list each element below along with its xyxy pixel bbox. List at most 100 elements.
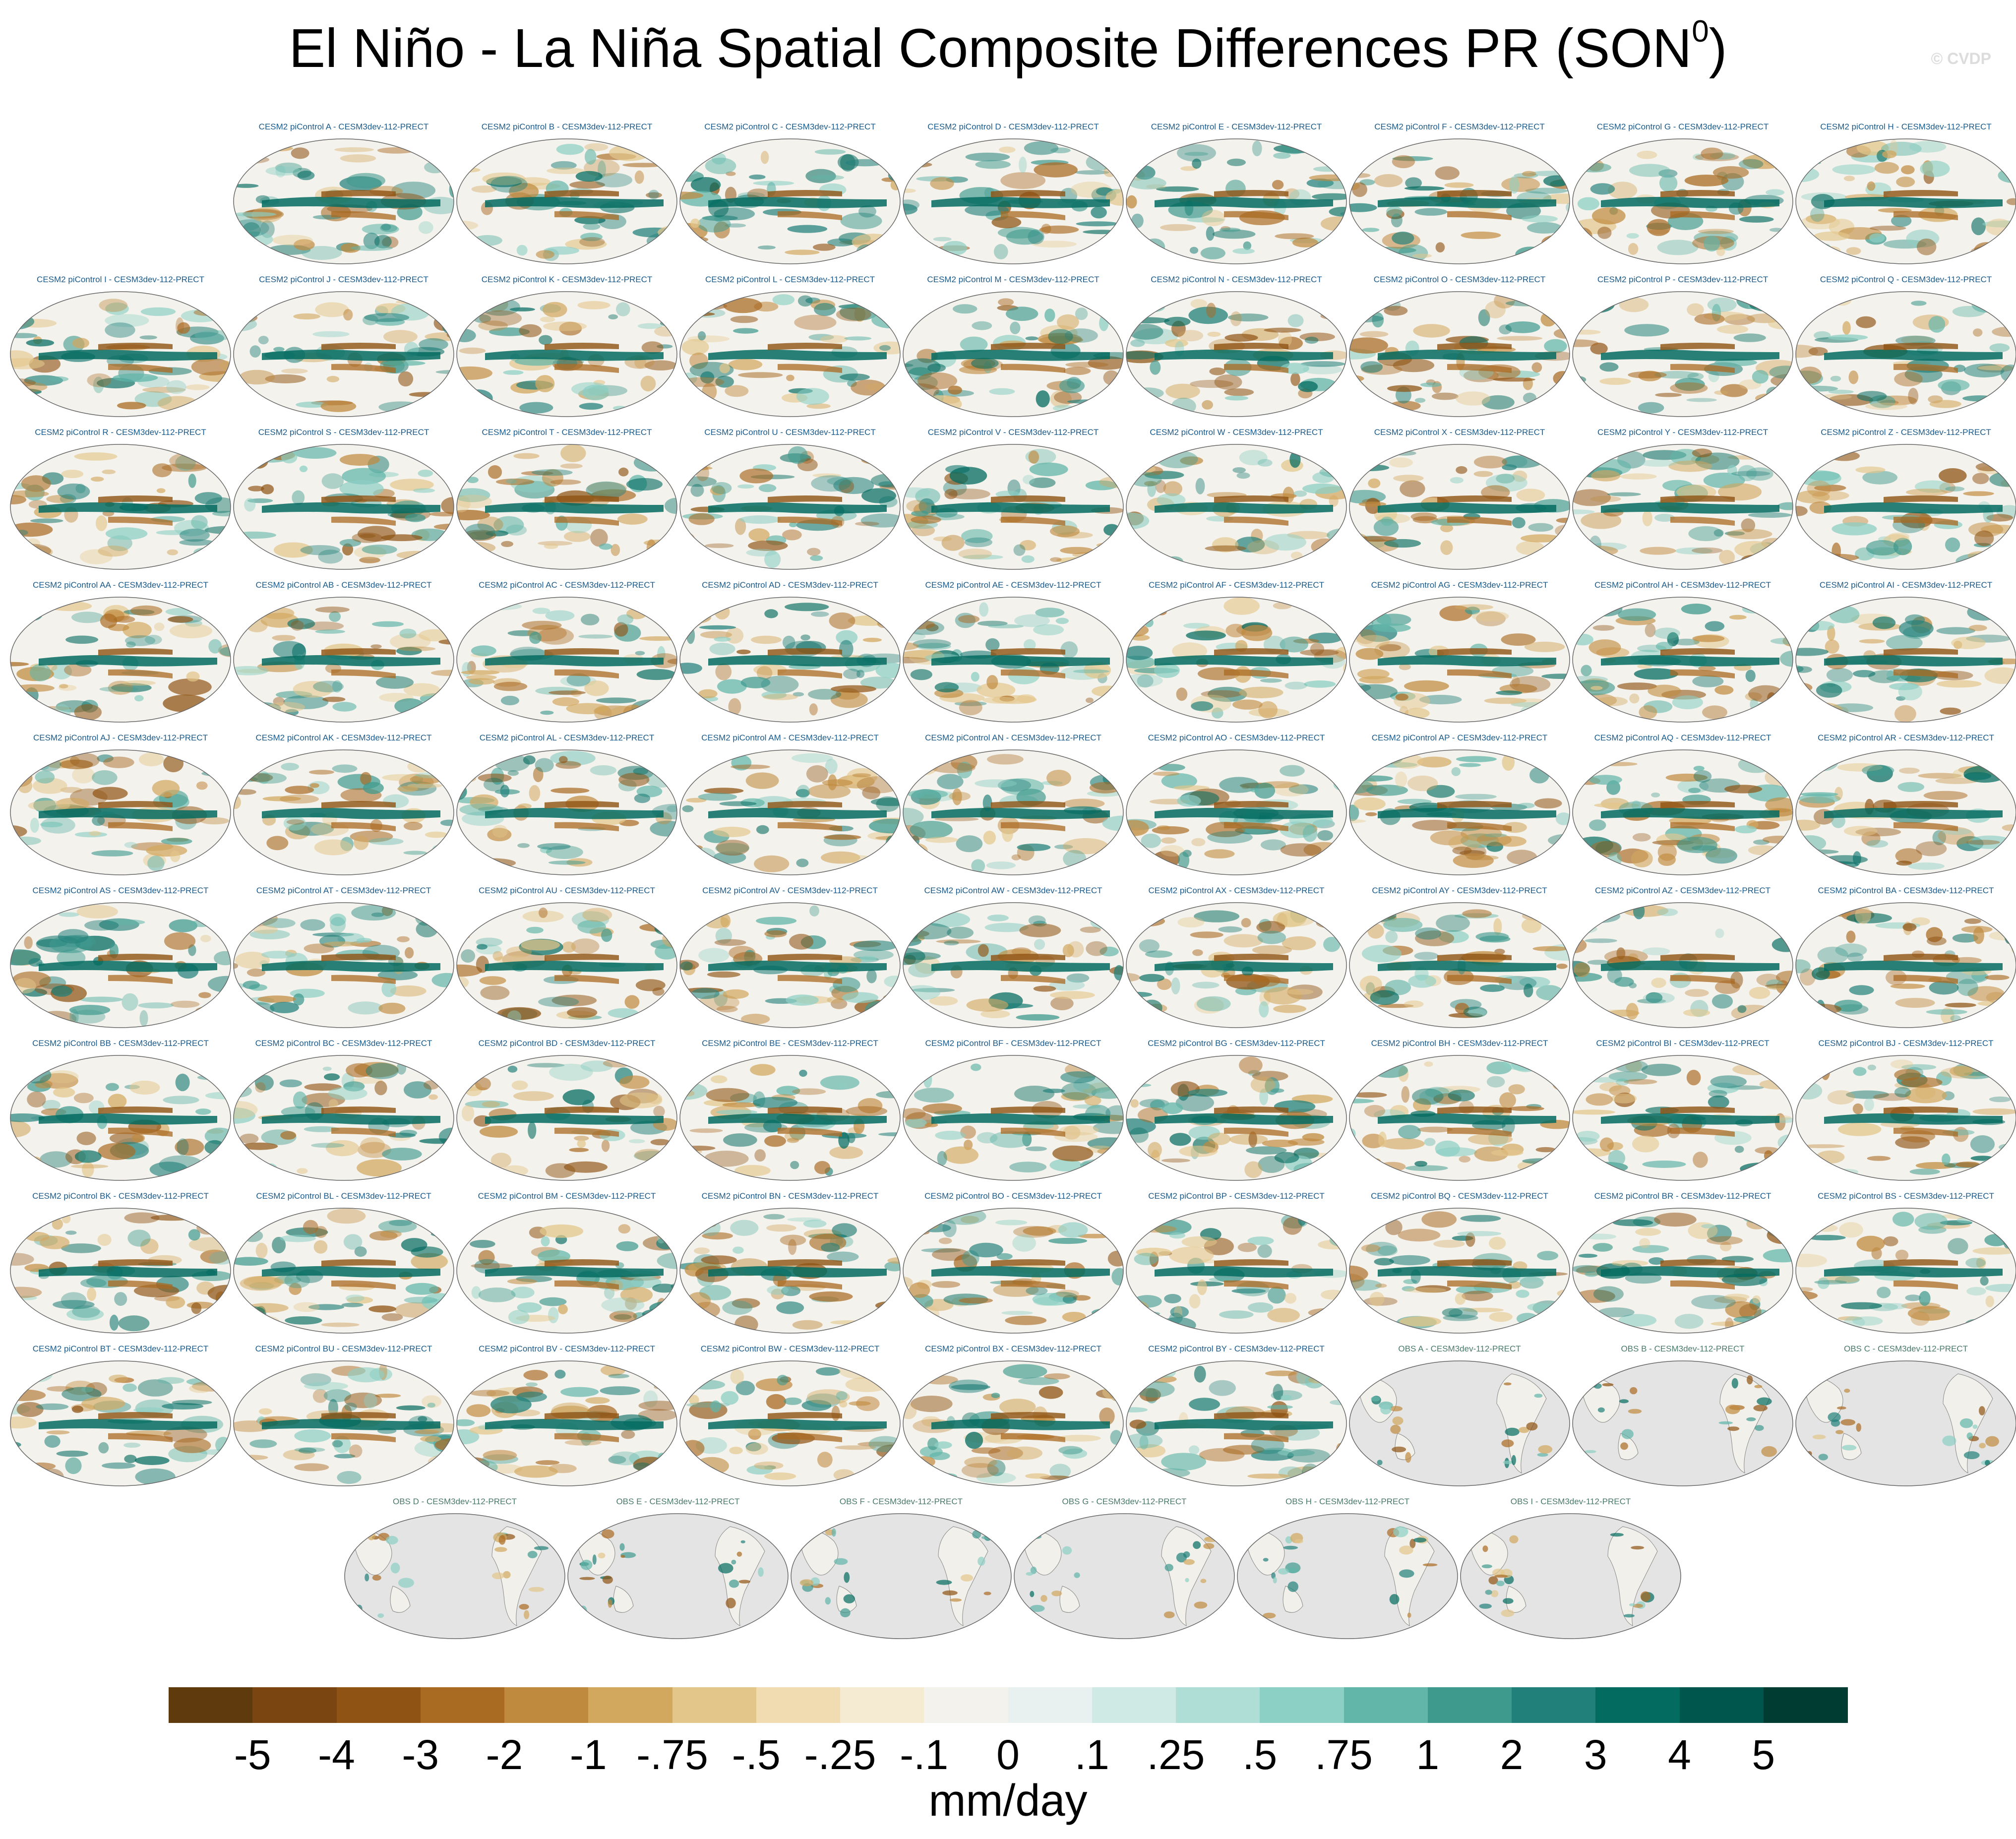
panel-label: CESM2 piControl BI - CESM3dev-112-PRECT: [1596, 1039, 1770, 1048]
panel-label: CESM2 piControl AB - CESM3dev-112-PRECT: [255, 580, 432, 590]
panel-label: CESM2 piControl AV - CESM3dev-112-PRECT: [702, 886, 878, 895]
model-panel: CESM2 piControl BQ - CESM3dev-112-PRECT: [1348, 1191, 1571, 1340]
colorbar-swatch: [1679, 1687, 1764, 1723]
global-map-icon: [1126, 749, 1347, 875]
model-panel: CESM2 piControl H - CESM3dev-112-PRECT: [1794, 122, 2016, 271]
model-panel: CESM2 piControl I - CESM3dev-112-PRECT: [9, 275, 232, 424]
model-panel: CESM2 piControl U - CESM3dev-112-PRECT: [678, 428, 902, 576]
model-panel: CESM2 piControl AR - CESM3dev-112-PRECT: [1794, 733, 2016, 882]
model-panel: CESM2 piControl AI - CESM3dev-112-PRECT: [1794, 580, 2016, 729]
obs-panel: OBS I - CESM3dev-112-PRECT: [1459, 1497, 1682, 1646]
panel-label: OBS C - CESM3dev-112-PRECT: [1843, 1344, 1968, 1353]
panel-label: CESM2 piControl M - CESM3dev-112-PRECT: [927, 275, 1100, 284]
model-panel: CESM2 piControl AM - CESM3dev-112-PRECT: [678, 733, 902, 882]
model-panel: CESM2 piControl T - CESM3dev-112-PRECT: [455, 428, 678, 576]
model-panel: CESM2 piControl BF - CESM3dev-112-PRECT: [902, 1039, 1125, 1187]
model-panel: CESM2 piControl AB - CESM3dev-112-PRECT: [232, 580, 455, 729]
model-panel: CESM2 piControl AN - CESM3dev-112-PRECT: [902, 733, 1125, 882]
panel-label: CESM2 piControl S - CESM3dev-112-PRECT: [258, 428, 429, 437]
colorbar-tick-label: .1: [1074, 1731, 1109, 1778]
colorbar-tick-label: 3: [1584, 1731, 1607, 1778]
global-map-icon: [1795, 1360, 2016, 1486]
model-panel: CESM2 piControl BS - CESM3dev-112-PRECT: [1794, 1191, 2016, 1340]
model-panel: CESM2 piControl BA - CESM3dev-112-PRECT: [1794, 886, 2016, 1035]
panel-label: OBS F - CESM3dev-112-PRECT: [839, 1497, 963, 1506]
model-panel: CESM2 piControl BB - CESM3dev-112-PRECT: [9, 1039, 232, 1187]
model-panel: CESM2 piControl AV - CESM3dev-112-PRECT: [678, 886, 902, 1035]
model-panel: CESM2 piControl AL - CESM3dev-112-PRECT: [455, 733, 678, 882]
panel-label: CESM2 piControl N - CESM3dev-112-PRECT: [1151, 275, 1322, 284]
global-map-icon: [1237, 1513, 1458, 1639]
panel-label: OBS E - CESM3dev-112-PRECT: [616, 1497, 740, 1506]
global-map-icon: [1126, 902, 1347, 1028]
panel-label: CESM2 piControl BT - CESM3dev-112-PRECT: [32, 1344, 209, 1353]
global-map-icon: [10, 1208, 231, 1334]
model-panel: CESM2 piControl BC - CESM3dev-112-PRECT: [232, 1039, 455, 1187]
global-map-icon: [903, 1360, 1124, 1486]
panel-label: CESM2 piControl W - CESM3dev-112-PRECT: [1150, 428, 1323, 437]
global-map-icon: [1349, 291, 1570, 417]
global-map-icon: [679, 749, 901, 875]
panel-label: CESM2 piControl AC - CESM3dev-112-PRECT: [479, 580, 655, 590]
global-map-icon: [1349, 138, 1570, 264]
colorbar-tick-label: -5: [234, 1731, 271, 1778]
colorbar-swatch: [588, 1687, 673, 1723]
colorbar-swatch: [1427, 1687, 1512, 1723]
global-map-icon: [233, 749, 454, 875]
panel-label: CESM2 piControl AE - CESM3dev-112-PRECT: [925, 580, 1101, 590]
panel-label: OBS D - CESM3dev-112-PRECT: [392, 1497, 517, 1506]
model-panel: CESM2 piControl AU - CESM3dev-112-PRECT: [455, 886, 678, 1035]
colorbar-swatch: [1763, 1687, 1848, 1723]
global-map-icon: [233, 291, 454, 417]
global-map-icon: [903, 749, 1124, 875]
model-panel: CESM2 piControl AY - CESM3dev-112-PRECT: [1348, 886, 1571, 1035]
model-panel: CESM2 piControl BK - CESM3dev-112-PRECT: [9, 1191, 232, 1340]
panel-label: CESM2 piControl B - CESM3dev-112-PRECT: [481, 122, 653, 131]
model-panel: CESM2 piControl BI - CESM3dev-112-PRECT: [1571, 1039, 1794, 1187]
colorbar-tick-label: 1: [1416, 1731, 1440, 1778]
panel-label: CESM2 piControl BD - CESM3dev-112-PRECT: [478, 1039, 656, 1048]
global-map-icon: [10, 291, 231, 417]
model-panel: CESM2 piControl J - CESM3dev-112-PRECT: [232, 275, 455, 424]
panel-label: CESM2 piControl Q - CESM3dev-112-PRECT: [1820, 275, 1992, 284]
model-panel: CESM2 piControl BO - CESM3dev-112-PRECT: [902, 1191, 1125, 1340]
obs-panel: OBS A - CESM3dev-112-PRECT: [1348, 1344, 1571, 1493]
model-panel: CESM2 piControl L - CESM3dev-112-PRECT: [678, 275, 902, 424]
panel-label: CESM2 piControl D - CESM3dev-112-PRECT: [927, 122, 1099, 131]
model-panel: CESM2 piControl F - CESM3dev-112-PRECT: [1348, 122, 1571, 271]
global-map-icon: [679, 1360, 901, 1486]
panel-label: CESM2 piControl AR - CESM3dev-112-PRECT: [1818, 733, 1994, 742]
global-map-icon: [456, 291, 677, 417]
panel-label: CESM2 piControl AP - CESM3dev-112-PRECT: [1371, 733, 1548, 742]
colorbar-tick-label: 2: [1500, 1731, 1524, 1778]
model-panel: CESM2 piControl AJ - CESM3dev-112-PRECT: [9, 733, 232, 882]
panel-label: CESM2 piControl BB - CESM3dev-112-PRECT: [32, 1039, 209, 1048]
colorbar-tick-label: -2: [486, 1731, 523, 1778]
model-panel: CESM2 piControl Q - CESM3dev-112-PRECT: [1794, 275, 2016, 424]
colorbar-swatch: [420, 1687, 505, 1723]
model-panel: CESM2 piControl AQ - CESM3dev-112-PRECT: [1571, 733, 1794, 882]
model-panel: CESM2 piControl AW - CESM3dev-112-PRECT: [902, 886, 1125, 1035]
model-panel: CESM2 piControl BV - CESM3dev-112-PRECT: [455, 1344, 678, 1493]
global-map-icon: [1126, 1360, 1347, 1486]
global-map-icon: [1349, 902, 1570, 1028]
panel-label: OBS B - CESM3dev-112-PRECT: [1621, 1344, 1745, 1353]
colorbar-tick-label: .5: [1242, 1731, 1278, 1778]
colorbar-tick-label: .25: [1147, 1731, 1205, 1778]
panel-label: CESM2 piControl X - CESM3dev-112-PRECT: [1374, 428, 1545, 437]
colorbar-tick-label: -4: [318, 1731, 355, 1778]
colorbar-tick-label: -.25: [804, 1731, 876, 1778]
model-panel: CESM2 piControl M - CESM3dev-112-PRECT: [902, 275, 1125, 424]
colorbar-swatch: [1344, 1687, 1428, 1723]
model-panel: CESM2 piControl D - CESM3dev-112-PRECT: [902, 122, 1125, 271]
panel-label: CESM2 piControl BP - CESM3dev-112-PRECT: [1148, 1191, 1325, 1201]
colorbar-swatch: [672, 1687, 757, 1723]
obs-panel: OBS G - CESM3dev-112-PRECT: [1013, 1497, 1236, 1646]
model-panel: CESM2 piControl AH - CESM3dev-112-PRECT: [1571, 580, 1794, 729]
colorbar-swatch: [1176, 1687, 1260, 1723]
colorbar-swatch: [1595, 1687, 1680, 1723]
global-map-icon: [456, 1055, 677, 1181]
model-panel: CESM2 piControl AG - CESM3dev-112-PRECT: [1348, 580, 1571, 729]
panel-label: CESM2 piControl BH - CESM3dev-112-PRECT: [1371, 1039, 1548, 1048]
global-map-icon: [679, 138, 901, 264]
